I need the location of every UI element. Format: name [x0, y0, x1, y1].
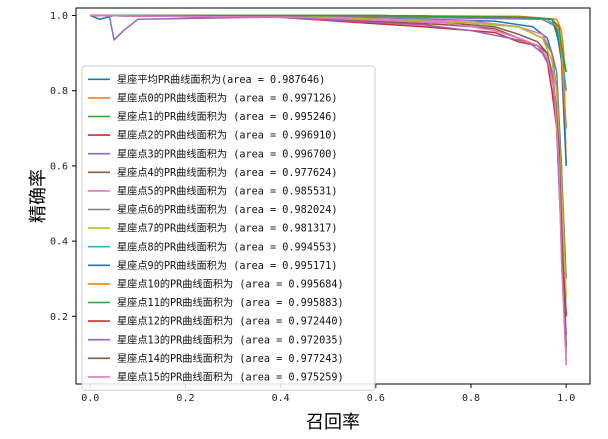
- legend-entry-1: 星座点0的PR曲线面积为 (area = 0.997126): [117, 92, 338, 105]
- legend-entry-2: 星座点1的PR曲线面积为 (area = 0.995246): [117, 110, 338, 123]
- legend-entry-0: 星座平均PR曲线面积为(area = 0.987646): [117, 73, 325, 86]
- legend-entry-11: 星座点10的PR曲线面积为 (area = 0.995684): [117, 278, 344, 291]
- legend: 星座平均PR曲线面积为(area = 0.987646) 星座点0的PR曲线面积为…: [81, 65, 376, 391]
- legend-entry-3: 星座点2的PR曲线面积为 (area = 0.996910): [117, 129, 338, 142]
- legend-entry-15: 星座点14的PR曲线面积为 (area = 0.977243): [117, 352, 344, 365]
- plot-area: [90, 14, 567, 366]
- legend-entry-9: 星座点8的PR曲线面积为 (area = 0.994553): [117, 240, 338, 253]
- y-tick-label: 0.2: [50, 312, 68, 323]
- legend-entry-12: 星座点11的PR曲线面积为 (area = 0.995883): [117, 296, 344, 309]
- legend-box: [81, 65, 376, 391]
- legend-entry-8: 星座点7的PR曲线面积为 (area = 0.981317): [117, 222, 338, 235]
- y-tick-label: 0.4: [50, 237, 68, 248]
- legend-entry-16: 星座点15的PR曲线面积为 (area = 0.975259): [117, 371, 344, 384]
- series-line-12: [90, 14, 567, 73]
- y-axis-label: 精确率: [28, 169, 49, 223]
- legend-entry-14: 星座点13的PR曲线面积为 (area = 0.972035): [117, 333, 344, 346]
- y-tick-label: 0.8: [50, 86, 68, 97]
- x-tick-label: 0.4: [272, 393, 290, 404]
- x-axis-label: 召回率: [306, 412, 360, 433]
- x-tick-label: 0.0: [81, 393, 99, 404]
- legend-entry-4: 星座点3的PR曲线面积为 (area = 0.996700): [117, 147, 338, 160]
- legend-entry-5: 星座点4的PR曲线面积为 (area = 0.977624): [117, 166, 338, 179]
- x-tick-label: 0.6: [367, 393, 385, 404]
- y-tick-label: 1.0: [50, 11, 68, 22]
- legend-entry-6: 星座点5的PR曲线面积为 (area = 0.985531): [117, 185, 338, 198]
- legend-entry-7: 星座点6的PR曲线面积为 (area = 0.982024): [117, 203, 338, 216]
- x-tick-label: 1.0: [557, 393, 575, 404]
- legend-entry-10: 星座点9的PR曲线面积为 (area = 0.995171): [117, 259, 338, 272]
- x-tick-label: 0.2: [176, 393, 194, 404]
- y-tick-label: 0.6: [50, 161, 68, 172]
- series-line-16: [90, 14, 567, 366]
- legend-entry-13: 星座点12的PR曲线面积为 (area = 0.972440): [117, 315, 344, 328]
- x-tick-label: 0.8: [462, 393, 480, 404]
